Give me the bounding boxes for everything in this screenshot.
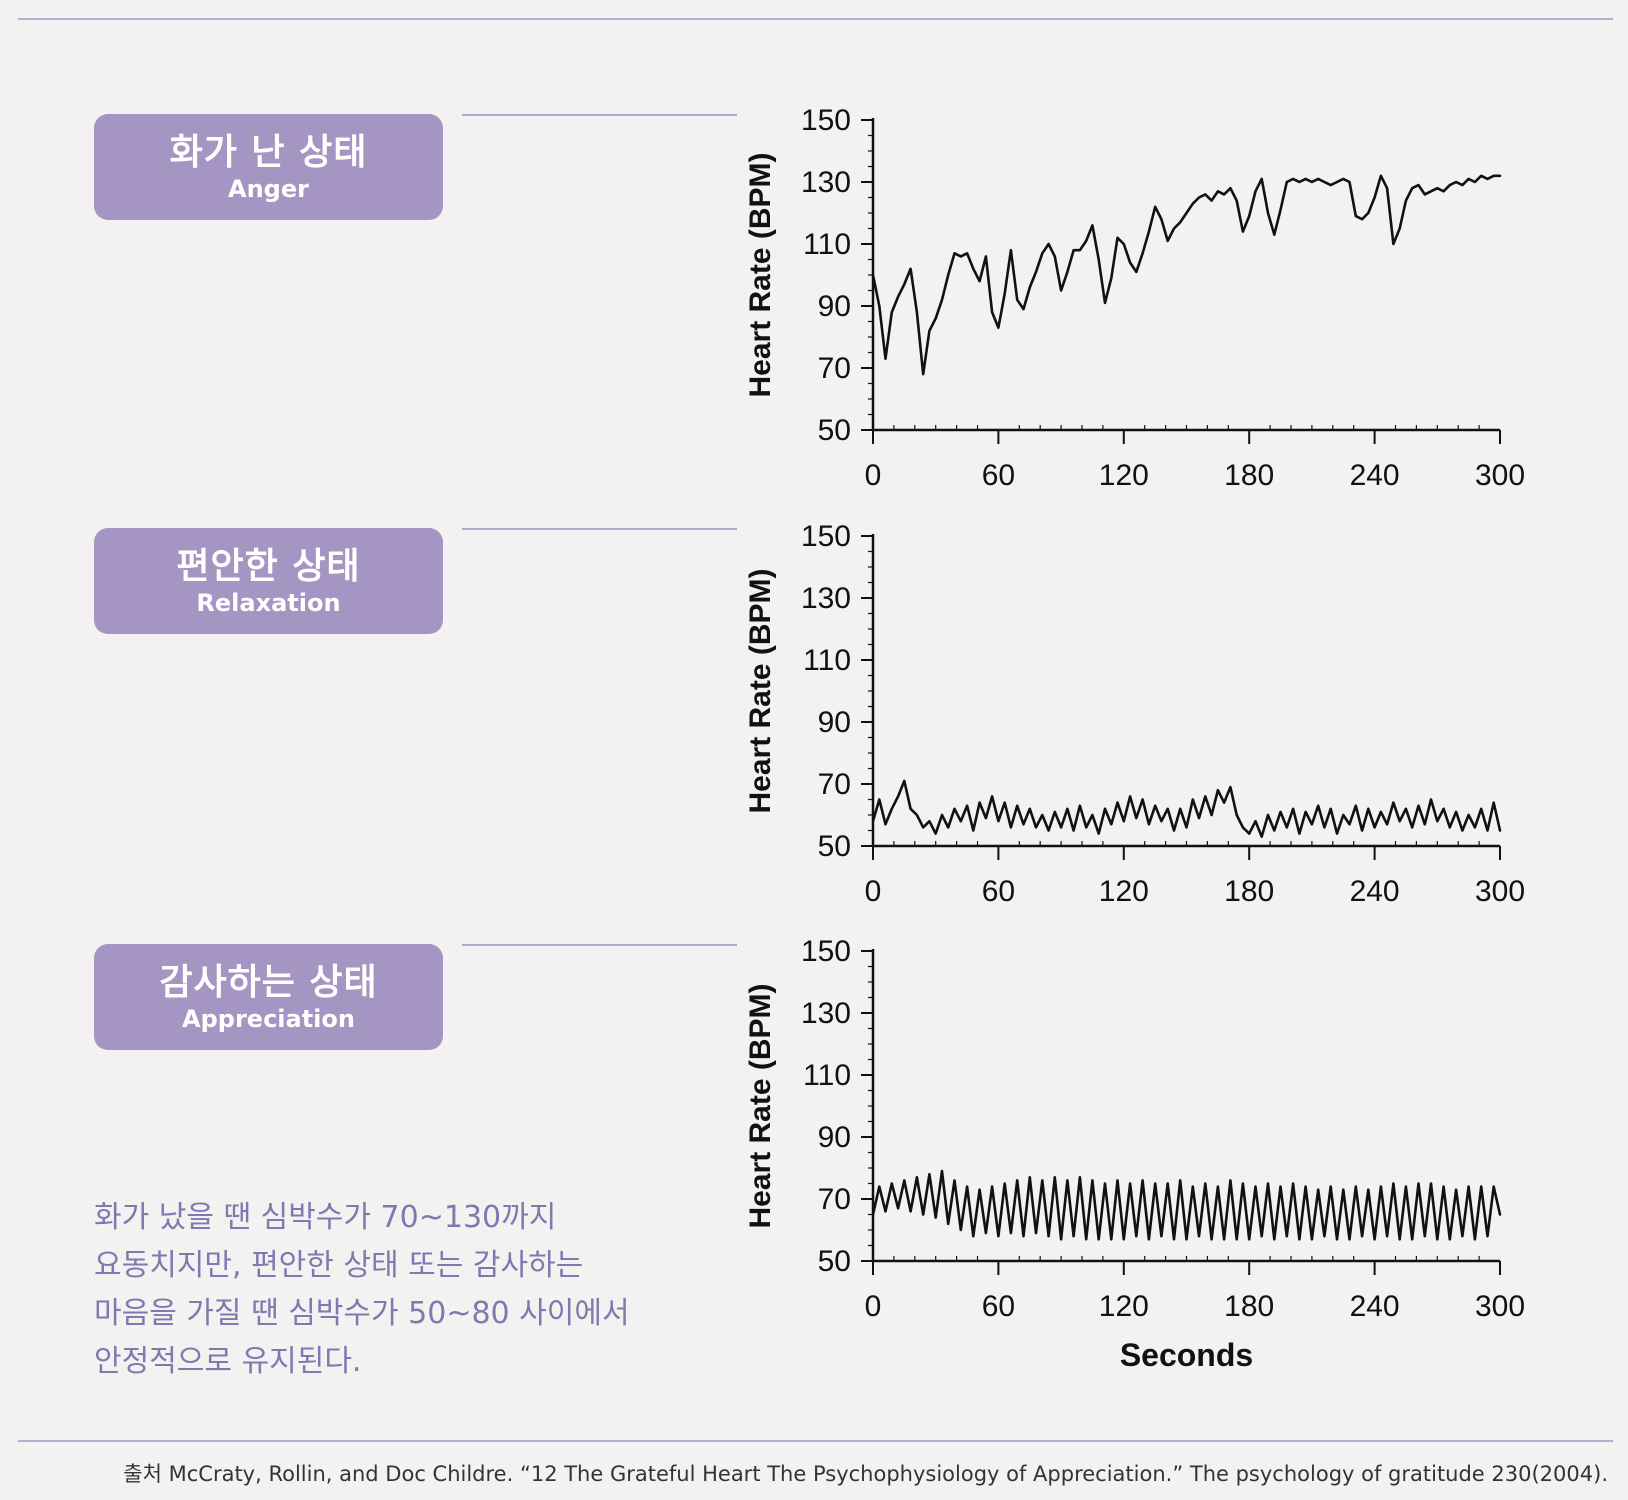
x-tick-label: 120 xyxy=(1099,875,1149,908)
y-axis-title: Heart Rate (BPM) xyxy=(744,568,777,813)
panel-label-korean: 편안한 상태 xyxy=(176,546,361,587)
y-axis-title: Heart Rate (BPM) xyxy=(744,983,777,1228)
panel-label-relaxation: 편안한 상태 Relaxation xyxy=(94,528,443,634)
y-tick-label: 50 xyxy=(818,414,851,447)
x-tick-label: 120 xyxy=(1099,1290,1149,1323)
panel-connector-line xyxy=(462,944,737,946)
x-tick-label: 180 xyxy=(1224,1290,1274,1323)
panel-label-anger: 화가 난 상태 Anger xyxy=(94,114,443,220)
y-tick-label: 90 xyxy=(818,1121,851,1154)
x-tick-label: 240 xyxy=(1350,459,1400,492)
x-tick-label: 60 xyxy=(982,459,1015,492)
anger-heart-rate-chart: 50 70 90 110 130 150 0 60 120 180 240 300 Heart Rate… xyxy=(744,104,1525,492)
y-tick-label: 150 xyxy=(801,520,851,553)
relaxation-heart-rate-chart: 50 70 90 110 130 150 0 60 120 180 240 300 Heart Rate… xyxy=(744,520,1525,908)
x-tick-label: 60 xyxy=(982,875,1015,908)
bottom-rule xyxy=(18,1440,1613,1442)
heart-rate-series-line xyxy=(871,1169,1502,1241)
x-tick-label: 0 xyxy=(865,875,882,908)
panel-label-korean: 감사하는 상태 xyxy=(159,962,378,1003)
x-tick-label: 0 xyxy=(865,1290,882,1323)
x-tick-label: 240 xyxy=(1350,875,1400,908)
panel-connector-line xyxy=(462,528,737,530)
x-tick-label: 120 xyxy=(1099,459,1149,492)
x-tick-label: 240 xyxy=(1350,1290,1400,1323)
panel-label-english: Anger xyxy=(228,175,309,203)
heart-rate-series-line xyxy=(871,174,1502,376)
y-tick-label: 150 xyxy=(801,935,851,968)
y-tick-label: 50 xyxy=(818,830,851,863)
panel-label-english: Appreciation xyxy=(182,1005,355,1033)
source-citation: 출처 McCraty, Rollin, and Doc Childre. “12… xyxy=(123,1462,1608,1486)
x-tick-label: 300 xyxy=(1475,875,1525,908)
caption-text: 화가 났을 땐 심박수가 70~130까지 요동치지만, 편안한 상태 또는 감… xyxy=(94,1200,630,1379)
y-tick-label: 70 xyxy=(818,1183,851,1216)
x-tick-label: 0 xyxy=(865,459,882,492)
y-tick-label: 110 xyxy=(803,644,851,677)
panel-label-english: Relaxation xyxy=(196,589,341,617)
x-axis-title: Seconds xyxy=(1120,1337,1253,1373)
y-tick-label: 90 xyxy=(818,706,851,739)
y-tick-label: 110 xyxy=(803,1059,851,1092)
y-axis-title: Heart Rate (BPM) xyxy=(744,152,777,397)
y-tick-label: 70 xyxy=(818,768,851,801)
x-tick-label: 180 xyxy=(1224,459,1274,492)
y-tick-label: 90 xyxy=(818,290,851,323)
y-tick-label: 130 xyxy=(801,166,851,199)
y-tick-label: 70 xyxy=(818,352,851,385)
y-tick-label: 130 xyxy=(801,997,851,1030)
y-tick-label: 150 xyxy=(801,104,851,137)
x-tick-label: 300 xyxy=(1475,1290,1525,1323)
top-rule xyxy=(18,18,1613,20)
panel-connector-line xyxy=(462,114,737,116)
y-tick-label: 50 xyxy=(818,1245,851,1278)
panel-label-korean: 화가 난 상태 xyxy=(169,132,368,173)
appreciation-heart-rate-chart: 50 70 90 110 130 150 0 60 120 180 240 300 Heart Rate… xyxy=(744,935,1525,1373)
heart-rate-series-line xyxy=(871,779,1502,839)
x-tick-label: 60 xyxy=(982,1290,1015,1323)
x-tick-label: 180 xyxy=(1224,875,1274,908)
x-tick-label: 300 xyxy=(1475,459,1525,492)
panel-label-appreciation: 감사하는 상태 Appreciation xyxy=(94,944,443,1050)
y-tick-label: 130 xyxy=(801,582,851,615)
y-tick-label: 110 xyxy=(803,228,851,261)
